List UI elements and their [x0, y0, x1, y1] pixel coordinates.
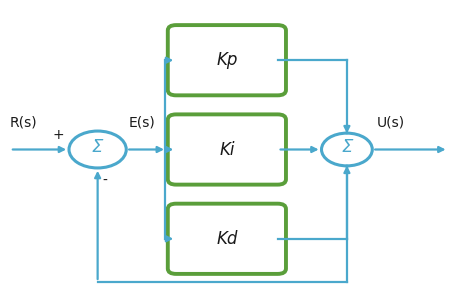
Text: Kp: Kp — [216, 51, 238, 69]
Text: Kd: Kd — [216, 230, 238, 248]
Text: E(s): E(s) — [129, 116, 155, 130]
Text: +: + — [53, 128, 64, 142]
Text: -: - — [102, 174, 107, 188]
FancyBboxPatch shape — [168, 204, 286, 274]
FancyBboxPatch shape — [168, 25, 286, 95]
Text: Ki: Ki — [219, 141, 235, 158]
Text: Σ: Σ — [341, 138, 353, 155]
Text: Σ: Σ — [92, 138, 103, 155]
FancyBboxPatch shape — [168, 115, 286, 184]
Text: R(s): R(s) — [10, 116, 38, 130]
Text: U(s): U(s) — [377, 116, 405, 130]
